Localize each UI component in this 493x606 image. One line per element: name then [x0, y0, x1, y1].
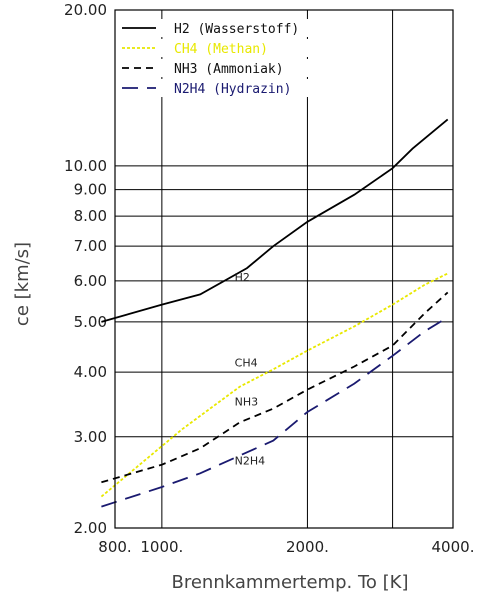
series-annotation-n2h4: N2H4	[235, 455, 266, 468]
series-line-nh3	[101, 291, 449, 484]
series-annotation-nh3: NH3	[235, 395, 259, 408]
legend: H2 (Wasserstoff) CH4 (Methan) NH3 (Ammonia…	[117, 19, 317, 97]
legend-label: CH4 (Methan)	[174, 42, 268, 57]
legend-label: NH3 (Ammoniak)	[174, 62, 284, 77]
series-line-ch4	[100, 272, 449, 498]
y-tick-label: 8.00	[74, 207, 107, 225]
series-line-h2	[101, 118, 449, 323]
y-tick-label: 4.00	[74, 363, 107, 381]
x-axis-title: Brennkammertemp. To [K]	[172, 572, 409, 593]
series-line-n2h4	[101, 316, 449, 508]
y-tick-label: 5.00	[74, 313, 107, 331]
legend-label: N2H4 (Hydrazin)	[174, 82, 291, 97]
y-tick-labels: 2.00 3.00 4.00 5.00 6.00 7.00 8.00 9.00 10.00 20.…	[64, 1, 107, 537]
y-axis-title: ce [km/s]	[12, 242, 33, 326]
plot-frame	[114, 9, 454, 529]
y-tick-label: 2.00	[74, 519, 107, 537]
series-annotations: H2 CH4 NH3 N2H4	[235, 271, 266, 468]
series-lines	[100, 118, 449, 508]
x-tick-label: 2000.	[286, 538, 329, 556]
y-tick-label: 7.00	[74, 237, 107, 255]
legend-item-bg	[117, 39, 317, 57]
x-tick-labels: 800. 1000. 2000. 4000.	[98, 538, 474, 556]
series-annotation-ch4: CH4	[235, 357, 258, 370]
series-annotation-h2: H2	[235, 271, 250, 284]
y-tick-label: 20.00	[64, 1, 107, 19]
x-tick-label: 4000.	[432, 538, 475, 556]
legend-item-bg	[117, 79, 317, 97]
legend-item-bg	[117, 59, 317, 77]
x-tick-label: 800.	[98, 538, 131, 556]
y-tick-label: 10.00	[64, 157, 107, 175]
y-tick-label: 3.00	[74, 428, 107, 446]
y-tick-label: 9.00	[74, 181, 107, 199]
x-tick-label: 1000.	[140, 538, 183, 556]
legend-item-bg	[117, 19, 317, 37]
legend-label: H2 (Wasserstoff)	[174, 22, 299, 37]
y-tick-label: 6.00	[74, 272, 107, 290]
